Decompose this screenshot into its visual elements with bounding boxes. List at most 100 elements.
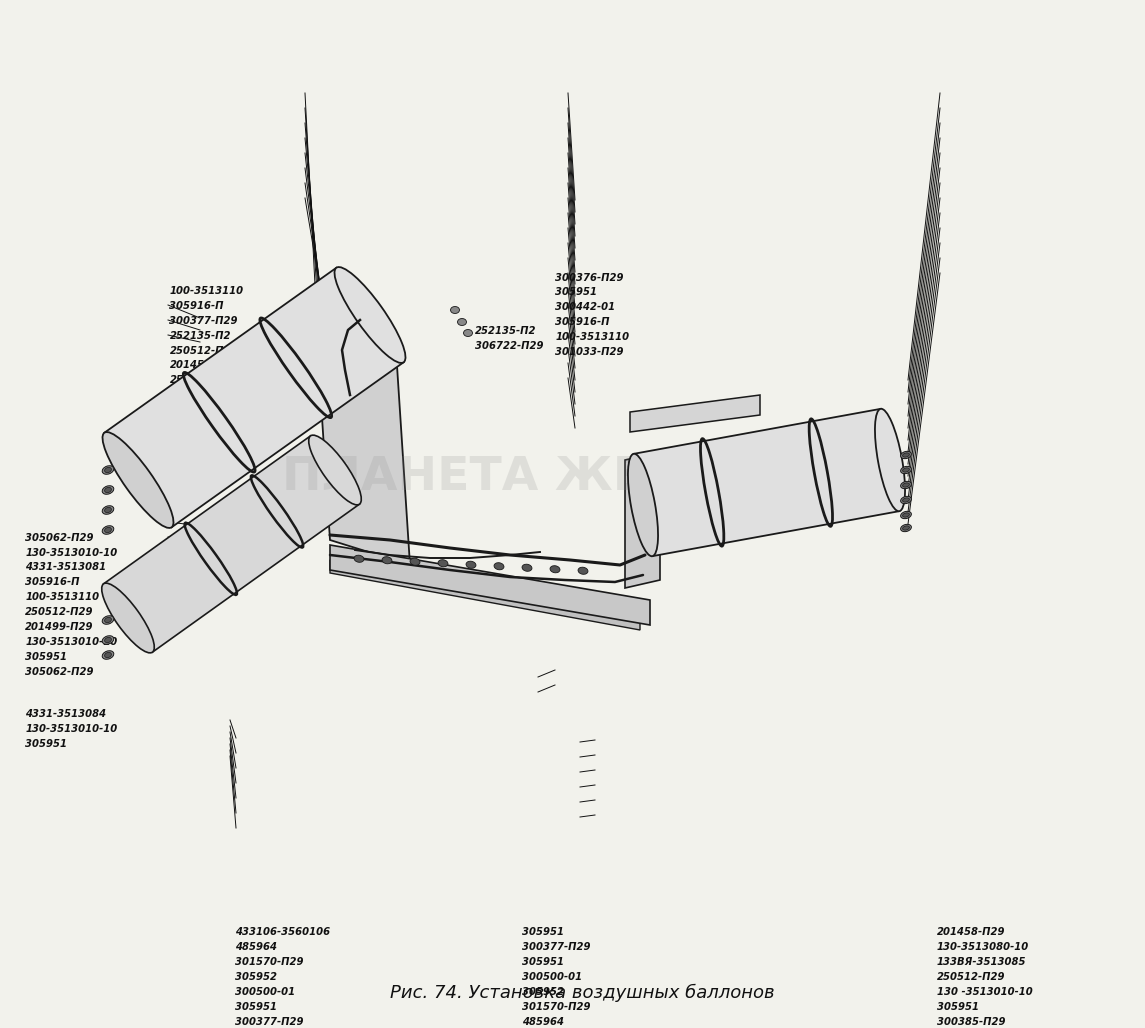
Text: 130 -3513010-10: 130 -3513010-10 [937, 987, 1033, 997]
Ellipse shape [522, 564, 532, 572]
Text: 300442-01: 300442-01 [555, 302, 616, 313]
Text: 201458-П29: 201458-П29 [937, 927, 1005, 938]
Ellipse shape [102, 506, 113, 514]
Ellipse shape [901, 481, 911, 488]
Text: 305916-П: 305916-П [555, 318, 610, 327]
Ellipse shape [464, 330, 473, 336]
Ellipse shape [382, 557, 392, 563]
Text: 130-3513010-10: 130-3513010-10 [25, 548, 118, 557]
Ellipse shape [334, 267, 405, 363]
Ellipse shape [450, 306, 459, 314]
Ellipse shape [550, 565, 560, 573]
Text: 301570-П29: 301570-П29 [522, 1002, 591, 1012]
Text: 201499-П29: 201499-П29 [25, 622, 94, 632]
Ellipse shape [493, 562, 504, 570]
Text: 305951: 305951 [235, 1002, 277, 1012]
Ellipse shape [102, 525, 113, 535]
Polygon shape [625, 452, 660, 588]
Text: 305062-П29: 305062-П29 [25, 667, 94, 676]
Ellipse shape [902, 468, 909, 472]
Ellipse shape [104, 508, 111, 513]
Text: 485964: 485964 [235, 943, 277, 952]
Ellipse shape [102, 635, 113, 645]
Text: 300500-01: 300500-01 [522, 972, 583, 982]
Text: 250510-П29: 250510-П29 [169, 375, 238, 386]
Ellipse shape [578, 567, 589, 575]
Polygon shape [633, 409, 899, 556]
Text: 305951: 305951 [522, 927, 564, 938]
Text: 305951: 305951 [522, 957, 564, 967]
Text: 250512-П29: 250512-П29 [25, 608, 94, 617]
Ellipse shape [410, 558, 420, 565]
Text: 301033-П29: 301033-П29 [555, 347, 624, 357]
Text: 305916-П: 305916-П [169, 301, 224, 310]
Text: 300376-П29: 300376-П29 [555, 272, 624, 283]
Text: 250512-П29: 250512-П29 [937, 972, 1005, 982]
Text: 100-3513110: 100-3513110 [555, 332, 630, 342]
Text: 305951: 305951 [25, 739, 68, 749]
Text: 305951: 305951 [937, 1002, 979, 1012]
Ellipse shape [902, 526, 909, 530]
Ellipse shape [354, 555, 364, 562]
Ellipse shape [104, 468, 111, 473]
Ellipse shape [875, 409, 905, 511]
Text: 301570-П29: 301570-П29 [235, 957, 303, 967]
Polygon shape [330, 560, 640, 630]
Text: 130-3513010-10: 130-3513010-10 [25, 725, 118, 734]
Ellipse shape [102, 583, 155, 653]
Polygon shape [103, 436, 360, 652]
Text: 130-3513010-10: 130-3513010-10 [25, 637, 118, 647]
Ellipse shape [901, 524, 911, 531]
Ellipse shape [102, 616, 113, 624]
Text: 305916-П: 305916-П [25, 578, 80, 587]
Ellipse shape [102, 466, 113, 474]
Text: 485964: 485964 [522, 1017, 564, 1027]
Text: Рис. 74. Установка воздушных баллонов: Рис. 74. Установка воздушных баллонов [390, 984, 775, 1002]
Text: 305952: 305952 [522, 987, 564, 997]
Ellipse shape [902, 513, 909, 517]
Polygon shape [315, 310, 410, 565]
Text: 300500-01: 300500-01 [235, 987, 295, 997]
Ellipse shape [458, 319, 466, 326]
Ellipse shape [309, 435, 362, 505]
Text: 4331-3513084: 4331-3513084 [25, 709, 106, 720]
Text: 305951: 305951 [555, 288, 598, 297]
Polygon shape [330, 545, 650, 625]
Text: 100-3513110: 100-3513110 [169, 286, 244, 296]
Ellipse shape [627, 453, 658, 556]
Polygon shape [104, 267, 404, 527]
Text: 300377-П29: 300377-П29 [235, 1017, 303, 1027]
Text: 201458-П29: 201458-П29 [169, 361, 238, 370]
Ellipse shape [901, 497, 911, 504]
Text: 433106-3560106: 433106-3560106 [235, 927, 330, 938]
Text: 4331-3513081: 4331-3513081 [25, 562, 106, 573]
Text: 306722-П29: 306722-П29 [475, 341, 544, 351]
Ellipse shape [104, 487, 111, 492]
Ellipse shape [104, 618, 111, 623]
Text: 300377-П29: 300377-П29 [169, 316, 238, 326]
Text: 130-3513080-10: 130-3513080-10 [937, 943, 1029, 952]
Ellipse shape [901, 511, 911, 519]
Ellipse shape [466, 561, 476, 568]
Text: 300377-П29: 300377-П29 [522, 943, 591, 952]
Ellipse shape [104, 653, 111, 658]
Text: 305952: 305952 [235, 972, 277, 982]
Ellipse shape [102, 485, 113, 494]
Text: 133ВЯ-3513085: 133ВЯ-3513085 [937, 957, 1026, 967]
Ellipse shape [901, 451, 911, 458]
Text: 252135-П2: 252135-П2 [475, 326, 537, 336]
Ellipse shape [901, 467, 911, 474]
Ellipse shape [902, 483, 909, 487]
Text: 305062-П29: 305062-П29 [25, 533, 94, 543]
Text: 252135-П2: 252135-П2 [169, 331, 231, 340]
Text: ПЛАНЕТА ЖЕЛЕЗЯКА: ПЛАНЕТА ЖЕЛЕЗЯКА [282, 455, 862, 501]
Text: 305951: 305951 [25, 652, 68, 662]
Ellipse shape [902, 453, 909, 457]
Ellipse shape [104, 527, 111, 533]
Text: 300385-П29: 300385-П29 [937, 1017, 1005, 1027]
Ellipse shape [102, 651, 113, 659]
Ellipse shape [439, 559, 448, 566]
Ellipse shape [104, 637, 111, 642]
Ellipse shape [103, 432, 174, 528]
Polygon shape [630, 395, 760, 432]
